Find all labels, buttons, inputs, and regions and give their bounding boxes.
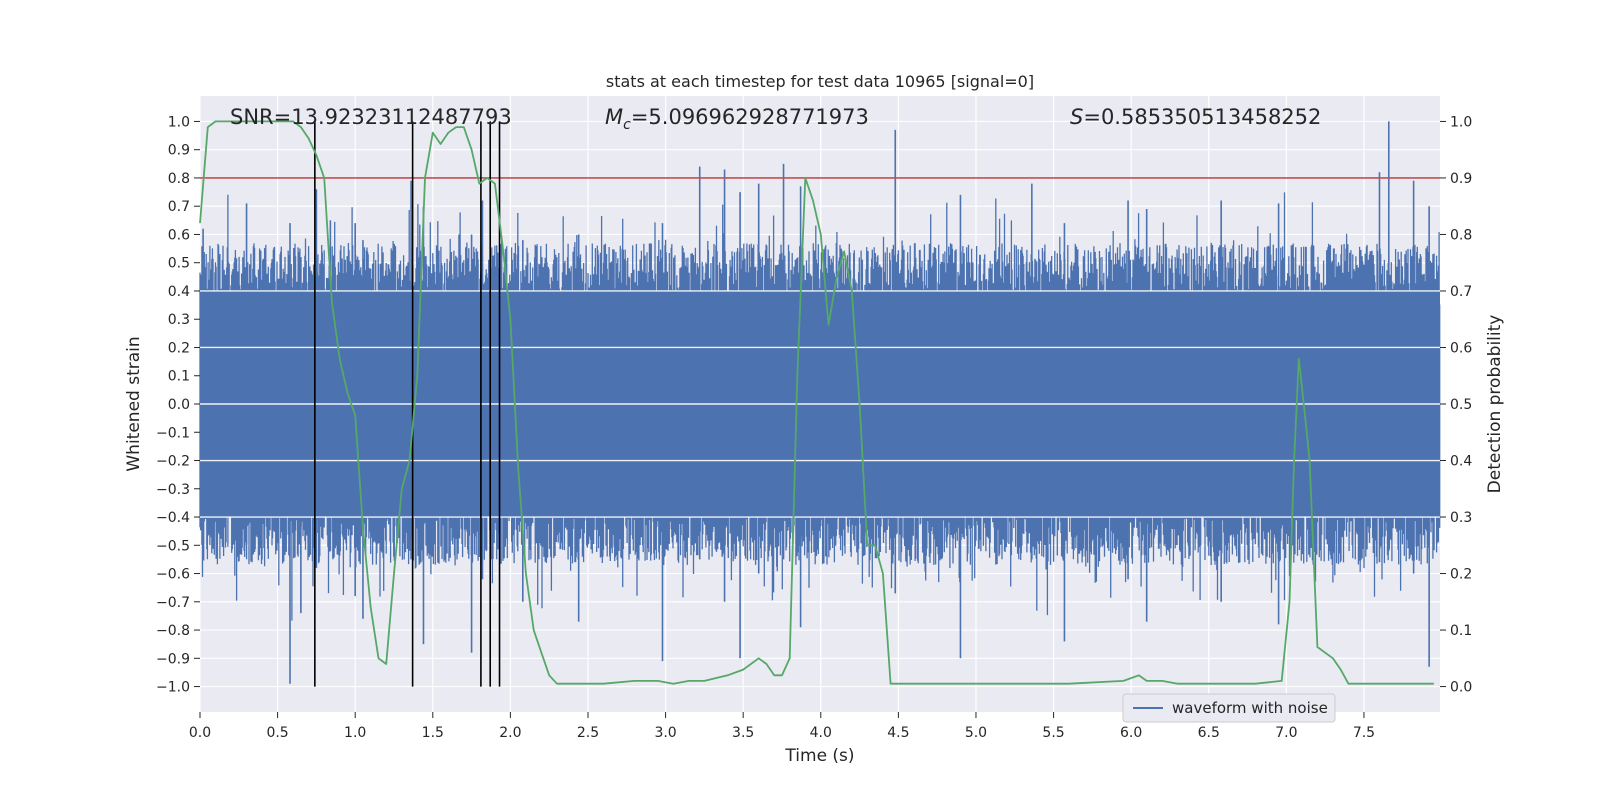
s-value: =0.585350513458252 [1083, 105, 1321, 129]
probability-series [199, 120, 1434, 685]
y-tick-label-left: 0.3 [168, 312, 190, 328]
chart-title: stats at each timestep for test data 109… [606, 72, 1034, 91]
probability-line [199, 120, 1434, 685]
y-tick-label-left: 0.1 [168, 369, 190, 385]
legend-box [1122, 693, 1336, 723]
y-tick-label-left: −0.7 [156, 595, 190, 611]
x-tick-label: 5.0 [965, 725, 987, 741]
legend: waveform with noise [1122, 693, 1336, 723]
snr-annotation: SNR=13.92323112487793 [230, 105, 512, 129]
y-tick-label-right: 0.1 [1450, 623, 1472, 639]
chirp-mass-symbol: M [605, 105, 623, 129]
y-tick-label-right: 0.3 [1450, 510, 1472, 526]
x-tick-label: 4.5 [887, 725, 909, 741]
chirp-mass-value: =5.096962928771973 [631, 105, 869, 129]
x-tick-label: 3.5 [732, 725, 754, 741]
y-axis-label-right: Detection probability [1485, 315, 1505, 494]
x-tick-label: 1.5 [422, 725, 444, 741]
y-tick-label-left: −0.3 [156, 482, 190, 498]
y-tick-label-right: 0.5 [1450, 397, 1472, 413]
y-tick-label-left: −0.9 [156, 651, 190, 667]
x-tick-label: 7.5 [1353, 725, 1375, 741]
y-tick-label-left: 0.7 [168, 199, 190, 215]
y-tick-label-right: 0.9 [1450, 171, 1472, 187]
y-tick-label-left: −0.6 [156, 567, 190, 583]
y-tick-label-left: −1.0 [156, 680, 190, 696]
x-axis-label: Time (s) [784, 746, 854, 766]
y-tick-label-left: −0.1 [156, 425, 190, 441]
y-tick-label-left: 0.4 [168, 284, 190, 300]
x-tick-label: 1.0 [344, 725, 366, 741]
s-annotation: S=0.585350513458252 [1070, 105, 1321, 129]
legend-label: waveform with noise [1172, 699, 1328, 717]
x-tick-label: 5.5 [1042, 725, 1064, 741]
y-tick-label-right: 1.0 [1450, 114, 1472, 130]
y-tick-label-left: 1.0 [168, 114, 190, 130]
y-tick-label-right: 0.0 [1450, 680, 1472, 696]
s-symbol: S [1070, 105, 1083, 129]
x-tick-label: 2.5 [577, 725, 599, 741]
y-tick-label-left: −0.2 [156, 454, 190, 470]
x-tick-label: 6.5 [1198, 725, 1220, 741]
y-tick-label-left: 0.5 [168, 256, 190, 272]
y-tick-label-left: 0.0 [168, 397, 190, 413]
chirp-mass-annotation: Mc=5.096962928771973 [605, 105, 869, 133]
y-tick-label-right: 0.8 [1450, 227, 1472, 243]
y-tick-label-right: 0.4 [1450, 454, 1472, 470]
x-tick-label: 6.0 [1120, 725, 1142, 741]
y-tick-label-right: 0.2 [1450, 567, 1472, 583]
x-tick-label: 3.0 [654, 725, 676, 741]
y-tick-label-left: 0.8 [168, 171, 190, 187]
y-tick-label-left: 0.6 [168, 227, 190, 243]
x-tick-label: 0.0 [189, 725, 211, 741]
x-tick-label: 0.5 [266, 725, 288, 741]
y-tick-label-left: 0.9 [168, 143, 190, 159]
chirp-mass-subscript: c [623, 117, 631, 133]
y-axis-label-left: Whitened strain [124, 336, 144, 471]
axis-ticks: 0.0 0.5 1.0 1.5 2.0 2.5 3.0 3.5 4.0 4.5 5.0 5.5 6.0 6… [156, 114, 1472, 741]
x-tick-label: 4.0 [810, 725, 832, 741]
y-tick-label-left: 0.2 [168, 340, 190, 356]
y-tick-label-right: 0.6 [1450, 340, 1472, 356]
y-tick-label-left: −0.5 [156, 538, 190, 554]
x-tick-label: 2.0 [499, 725, 521, 741]
y-tick-label-left: −0.8 [156, 623, 190, 639]
y-tick-label-left: −0.4 [156, 510, 190, 526]
y-tick-label-right: 0.7 [1450, 284, 1472, 300]
x-tick-label: 7.0 [1275, 725, 1297, 741]
